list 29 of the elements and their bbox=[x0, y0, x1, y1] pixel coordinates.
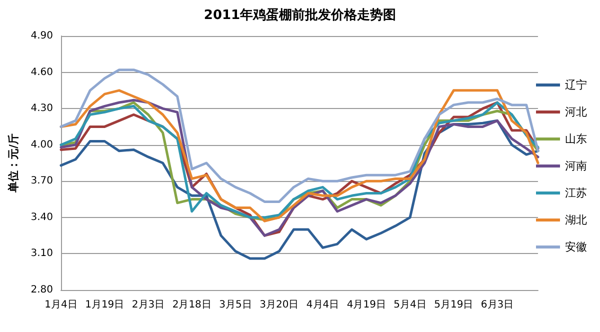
line-series bbox=[60, 68, 540, 203]
y-tick-label: 3.10 bbox=[30, 248, 53, 260]
x-tick-label: 1月19日 bbox=[85, 300, 124, 310]
x-tick-label: 3月5日 bbox=[219, 300, 252, 310]
x-tick-label: 2月18日 bbox=[172, 300, 212, 310]
legend-label: 湖北 bbox=[565, 214, 587, 226]
y-tick-label: 4.60 bbox=[30, 66, 53, 78]
x-tick-label: 5月4日 bbox=[394, 300, 426, 310]
chart-title: 2011年鸡蛋棚前批发价格走势图 bbox=[204, 7, 396, 23]
y-tick-label: 4.00 bbox=[30, 139, 53, 150]
legend-label: 辽宁 bbox=[565, 78, 587, 92]
y-tick-label: 2.80 bbox=[30, 284, 53, 296]
x-tick-label: 5月19日 bbox=[434, 300, 474, 310]
legend-label: 山东 bbox=[565, 132, 587, 146]
x-tick-label: 2月3日 bbox=[132, 300, 165, 310]
x-tick-label: 3月20日 bbox=[260, 300, 299, 310]
y-axis-title: 单位：元/斤 bbox=[7, 133, 20, 194]
x-tick-label: 4月4日 bbox=[306, 300, 340, 310]
x-tick-label: 6月3日 bbox=[480, 300, 514, 310]
legend-label: 河南 bbox=[565, 160, 587, 172]
y-tick-label: 3.70 bbox=[30, 176, 53, 187]
y-tick-label: 3.40 bbox=[30, 212, 53, 223]
legend-label: 江苏 bbox=[565, 186, 587, 200]
x-tick-label: 4月19日 bbox=[346, 300, 386, 310]
y-tick-label: 4.90 bbox=[30, 30, 53, 42]
legend-label: 河北 bbox=[565, 106, 587, 118]
legend-label: 安徽 bbox=[565, 240, 587, 254]
x-tick-label: 1月4日 bbox=[44, 300, 78, 310]
y-tick-label: 4.30 bbox=[30, 103, 53, 114]
